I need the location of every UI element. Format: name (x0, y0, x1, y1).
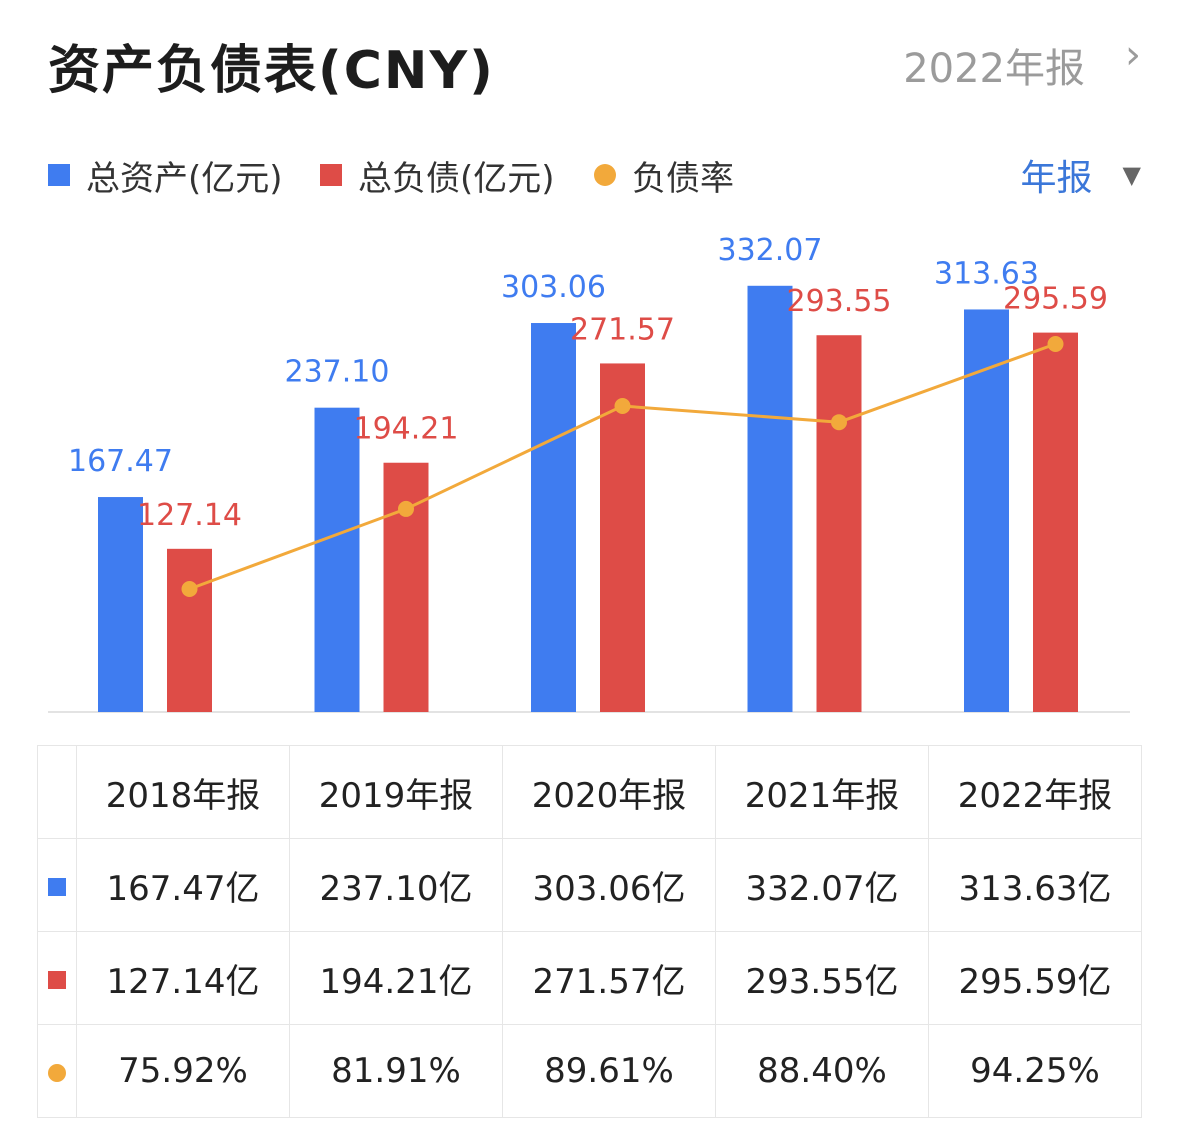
table-cell: 94.25% (928, 1024, 1142, 1118)
table-cell: 88.40% (715, 1024, 929, 1118)
data-table: 2018年报 2019年报 2020年报 2021年报 2022年报 167.4… (37, 745, 1142, 1118)
table-cell: 293.55亿 (715, 931, 929, 1025)
row-marker-cell (37, 931, 77, 1025)
table-header-row: 2018年报 2019年报 2020年报 2021年报 2022年报 (37, 745, 1142, 839)
table-cell: 313.63亿 (928, 838, 1142, 932)
data-label-total-liabilities: 194.21 (354, 412, 459, 447)
chevron-right-icon[interactable]: › (1125, 32, 1141, 78)
table-header-cell: 2019年报 (289, 745, 503, 839)
chart-legend: 总资产(亿元) 总负债(亿元) 负债率 年报 ▼ (48, 150, 1141, 200)
table-cell: 271.57亿 (502, 931, 716, 1025)
table-cell: 295.59亿 (928, 931, 1142, 1025)
data-label-total-assets: 313.63 (934, 256, 1039, 291)
data-label-total-assets: 237.10 (285, 355, 390, 390)
bar-total-assets (98, 497, 143, 712)
table-cell: 237.10亿 (289, 838, 503, 932)
table-cell: 194.21亿 (289, 931, 503, 1025)
bar-total-liabilities (167, 548, 212, 712)
bar-total-liabilities (1033, 332, 1078, 712)
data-label-total-liabilities: 293.55 (787, 284, 892, 319)
legend-circle-icon (594, 164, 616, 186)
bar-total-assets (964, 309, 1009, 712)
data-label-total-assets: 303.06 (501, 270, 606, 305)
data-label-total-assets: 167.47 (68, 444, 173, 479)
bar-total-assets (747, 285, 793, 712)
table-cell: 127.14亿 (76, 931, 290, 1025)
debt-ratio-point (398, 500, 414, 517)
legend-item-debt-ratio[interactable]: 负债率 (594, 150, 734, 200)
legend-label: 总资产(亿元) (86, 158, 283, 199)
header: 资产负债表(CNY) 2022年报 › (48, 22, 1141, 102)
table-cell: 332.07亿 (715, 838, 929, 932)
legend-label: 总负债(亿元) (358, 158, 555, 199)
table-cell: 167.47亿 (76, 838, 290, 932)
data-label-total-assets: 332.07 (718, 233, 823, 268)
table-header-cell: 2020年报 (502, 745, 716, 839)
table-cell: 303.06亿 (502, 838, 716, 932)
debt-ratio-point (831, 414, 847, 431)
table-header-cell: 2021年报 (715, 745, 929, 839)
red-square-icon (48, 971, 66, 989)
data-label-total-liabilities: 271.57 (570, 312, 675, 347)
row-marker-cell (37, 1024, 77, 1118)
table-header-cell: 2018年报 (76, 745, 290, 839)
bar-total-assets (531, 323, 576, 712)
debt-ratio-point (1047, 336, 1064, 352)
frequency-label: 年报 (1020, 158, 1093, 199)
debt-ratio-point (181, 581, 198, 597)
balance-sheet-chart: 167.47 127.14 237.10 194.21 303.06 271.57 332.… (48, 233, 1130, 713)
legend-square-icon (320, 164, 342, 186)
orange-dot-icon (48, 1064, 66, 1082)
table-row-total-assets: 167.47亿 237.10亿 303.06亿 332.07亿 313.63亿 (37, 838, 1142, 932)
bar-total-liabilities (600, 363, 645, 712)
table-cell: 89.61% (502, 1024, 716, 1118)
dropdown-arrow-icon: ▼ (1122, 161, 1141, 189)
legend-item-total-assets[interactable]: 总资产(亿元) (48, 150, 283, 200)
legend-item-total-liabilities[interactable]: 总负债(亿元) (320, 150, 555, 200)
blue-square-icon (48, 878, 66, 896)
bar-total-assets (314, 407, 360, 712)
table-cell: 75.92% (76, 1024, 290, 1118)
bar-total-liabilities (816, 335, 862, 712)
frequency-dropdown[interactable]: 年报 ▼ (1021, 150, 1141, 200)
data-label-total-liabilities: 295.59 (1003, 282, 1108, 317)
row-marker-cell (37, 838, 77, 932)
table-corner-cell (37, 745, 77, 839)
period-selector[interactable]: 2022年报 (903, 46, 1085, 92)
table-cell: 81.91% (289, 1024, 503, 1118)
page-title: 资产负债表(CNY) (48, 41, 495, 101)
table-row-debt-ratio: 75.92% 81.91% 89.61% 88.40% 94.25% (37, 1024, 1142, 1118)
table-header-cell: 2022年报 (928, 745, 1142, 839)
legend-square-icon (48, 164, 70, 186)
data-label-total-liabilities: 127.14 (137, 498, 242, 533)
legend-label: 负债率 (632, 158, 734, 199)
table-row-total-liabilities: 127.14亿 194.21亿 271.57亿 293.55亿 295.59亿 (37, 931, 1142, 1025)
debt-ratio-point (614, 398, 631, 415)
